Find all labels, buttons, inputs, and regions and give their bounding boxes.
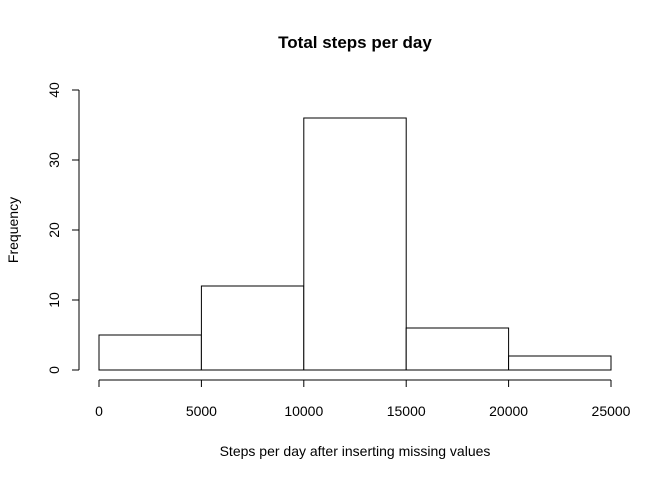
- histogram-bar-1: [200, 285, 305, 371]
- y-axis: 0 10 20 30 40: [46, 82, 80, 374]
- histogram-bar-0: [98, 334, 202, 371]
- y-tick-label-1: 10: [46, 292, 62, 308]
- y-tick-label-2: 20: [46, 222, 62, 238]
- x-tick-label-4: 20000: [489, 403, 528, 419]
- histogram-bar-3: [405, 327, 510, 371]
- histogram-bar-2: [303, 117, 407, 371]
- y-tick-label-3: 30: [46, 152, 62, 168]
- x-tick-label-2: 10000: [284, 403, 323, 419]
- histogram-bars: [98, 117, 612, 371]
- histogram-bar-4: [508, 355, 612, 371]
- x-axis: 0 5000 10000 15000 20000 25000: [95, 379, 631, 419]
- x-tick-label-0: 0: [95, 403, 103, 419]
- x-axis-label: Steps per day after inserting missing va…: [220, 443, 491, 459]
- y-tick-label-4: 40: [46, 82, 62, 98]
- x-tick-label-1: 5000: [186, 403, 217, 419]
- x-tick-label-5: 25000: [592, 403, 631, 419]
- y-tick-label-0: 0: [46, 366, 62, 374]
- chart-title: Total steps per day: [278, 33, 432, 52]
- x-tick-label-3: 15000: [387, 403, 426, 419]
- y-axis-label: Frequency: [5, 197, 21, 263]
